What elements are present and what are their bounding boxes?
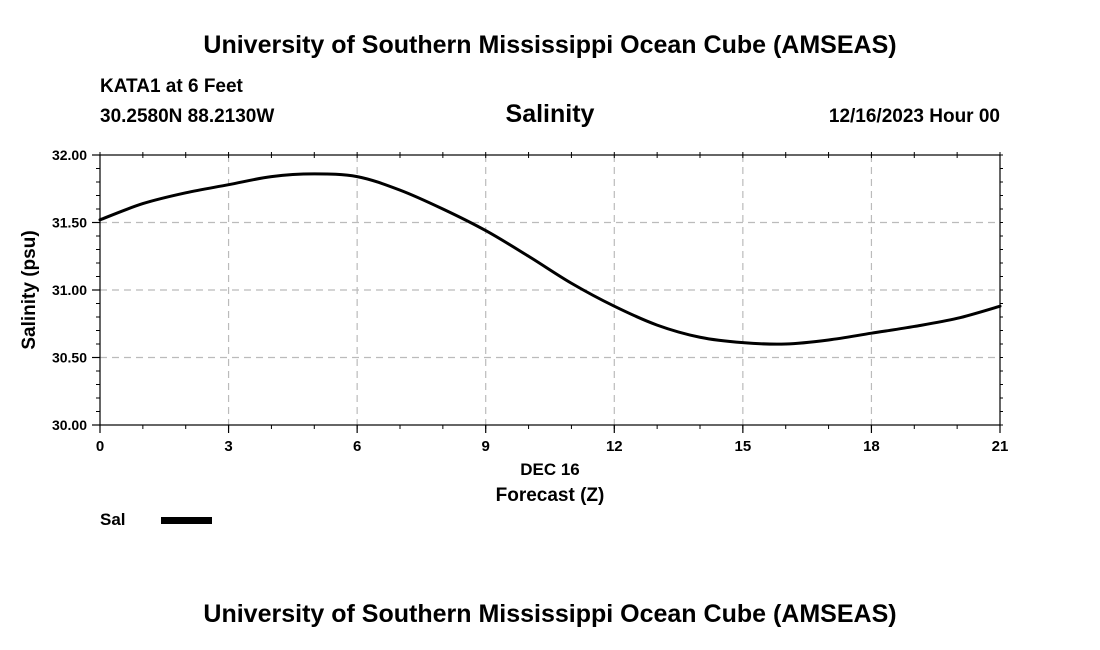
station-coordinates: 30.2580N 88.2130W xyxy=(100,106,275,127)
y-tick-label: 31.50 xyxy=(52,215,87,231)
top-title: University of Southern Mississippi Ocean… xyxy=(203,31,897,59)
x-tick-label: 0 xyxy=(96,438,104,455)
legend-swatch-sal xyxy=(161,517,212,524)
axis-ticks xyxy=(92,154,1001,433)
x-tick-label: 9 xyxy=(482,438,490,455)
chart-title: Salinity xyxy=(505,100,595,128)
axis-labels: 0 3 6 9 12 15 18 21 30.00 30.50 31.00 31.50 32.00 xyxy=(52,147,1008,455)
y-tick-label: 31.00 xyxy=(52,282,87,298)
x-axis-label: Forecast (Z) xyxy=(496,485,605,506)
grid-lines xyxy=(100,155,1000,425)
x-tick-label: 6 xyxy=(353,438,361,455)
x-tick-label: 3 xyxy=(224,438,232,455)
x-tick-label: 21 xyxy=(992,438,1009,455)
x-tick-label: 15 xyxy=(735,438,752,455)
x-tick-label: 12 xyxy=(606,438,623,455)
y-tick-label: 30.50 xyxy=(52,350,87,366)
y-axis-label: Salinity (psu) xyxy=(19,230,40,349)
bottom-title: University of Southern Mississippi Ocean… xyxy=(203,600,897,628)
legend-label-sal: Sal xyxy=(100,510,126,529)
sal-series-line xyxy=(98,172,1002,346)
forecast-datetime: 12/16/2023 Hour 00 xyxy=(828,106,1000,127)
x-tick-label: 18 xyxy=(863,438,880,455)
x-date-label: DEC 16 xyxy=(520,460,580,479)
y-tick-label: 30.00 xyxy=(52,417,87,433)
y-tick-label: 32.00 xyxy=(52,147,87,163)
station-label: KATA1 at 6 Feet xyxy=(100,76,243,97)
